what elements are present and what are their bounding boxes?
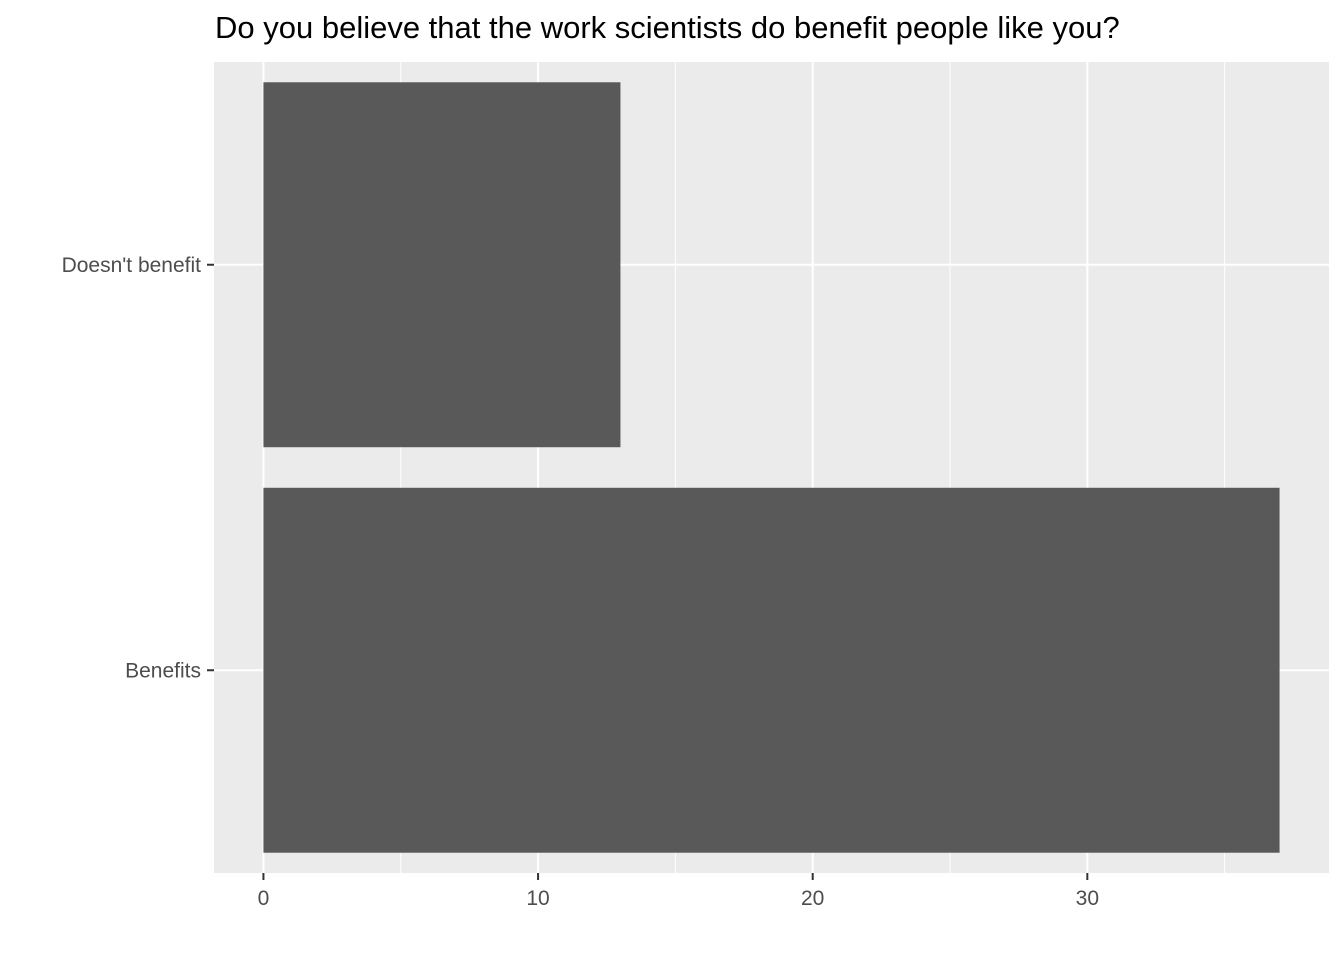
bars (263, 82, 1280, 853)
x-tick-label: 0 (258, 887, 270, 910)
y-tick-label: Benefits (125, 659, 201, 682)
axes: Benefits Doesn't benefit 0 10 20 30 (62, 254, 1099, 910)
chart-title: Do you believe that the work scientists … (215, 10, 1120, 45)
y-tick-label: Doesn't benefit (62, 254, 202, 277)
x-tick-label: 30 (1076, 887, 1099, 910)
bar-doesn-t-benefit (263, 82, 621, 448)
bar-benefits (263, 487, 1280, 853)
x-tick-label: 10 (526, 887, 549, 910)
x-tick-label: 20 (801, 887, 824, 910)
